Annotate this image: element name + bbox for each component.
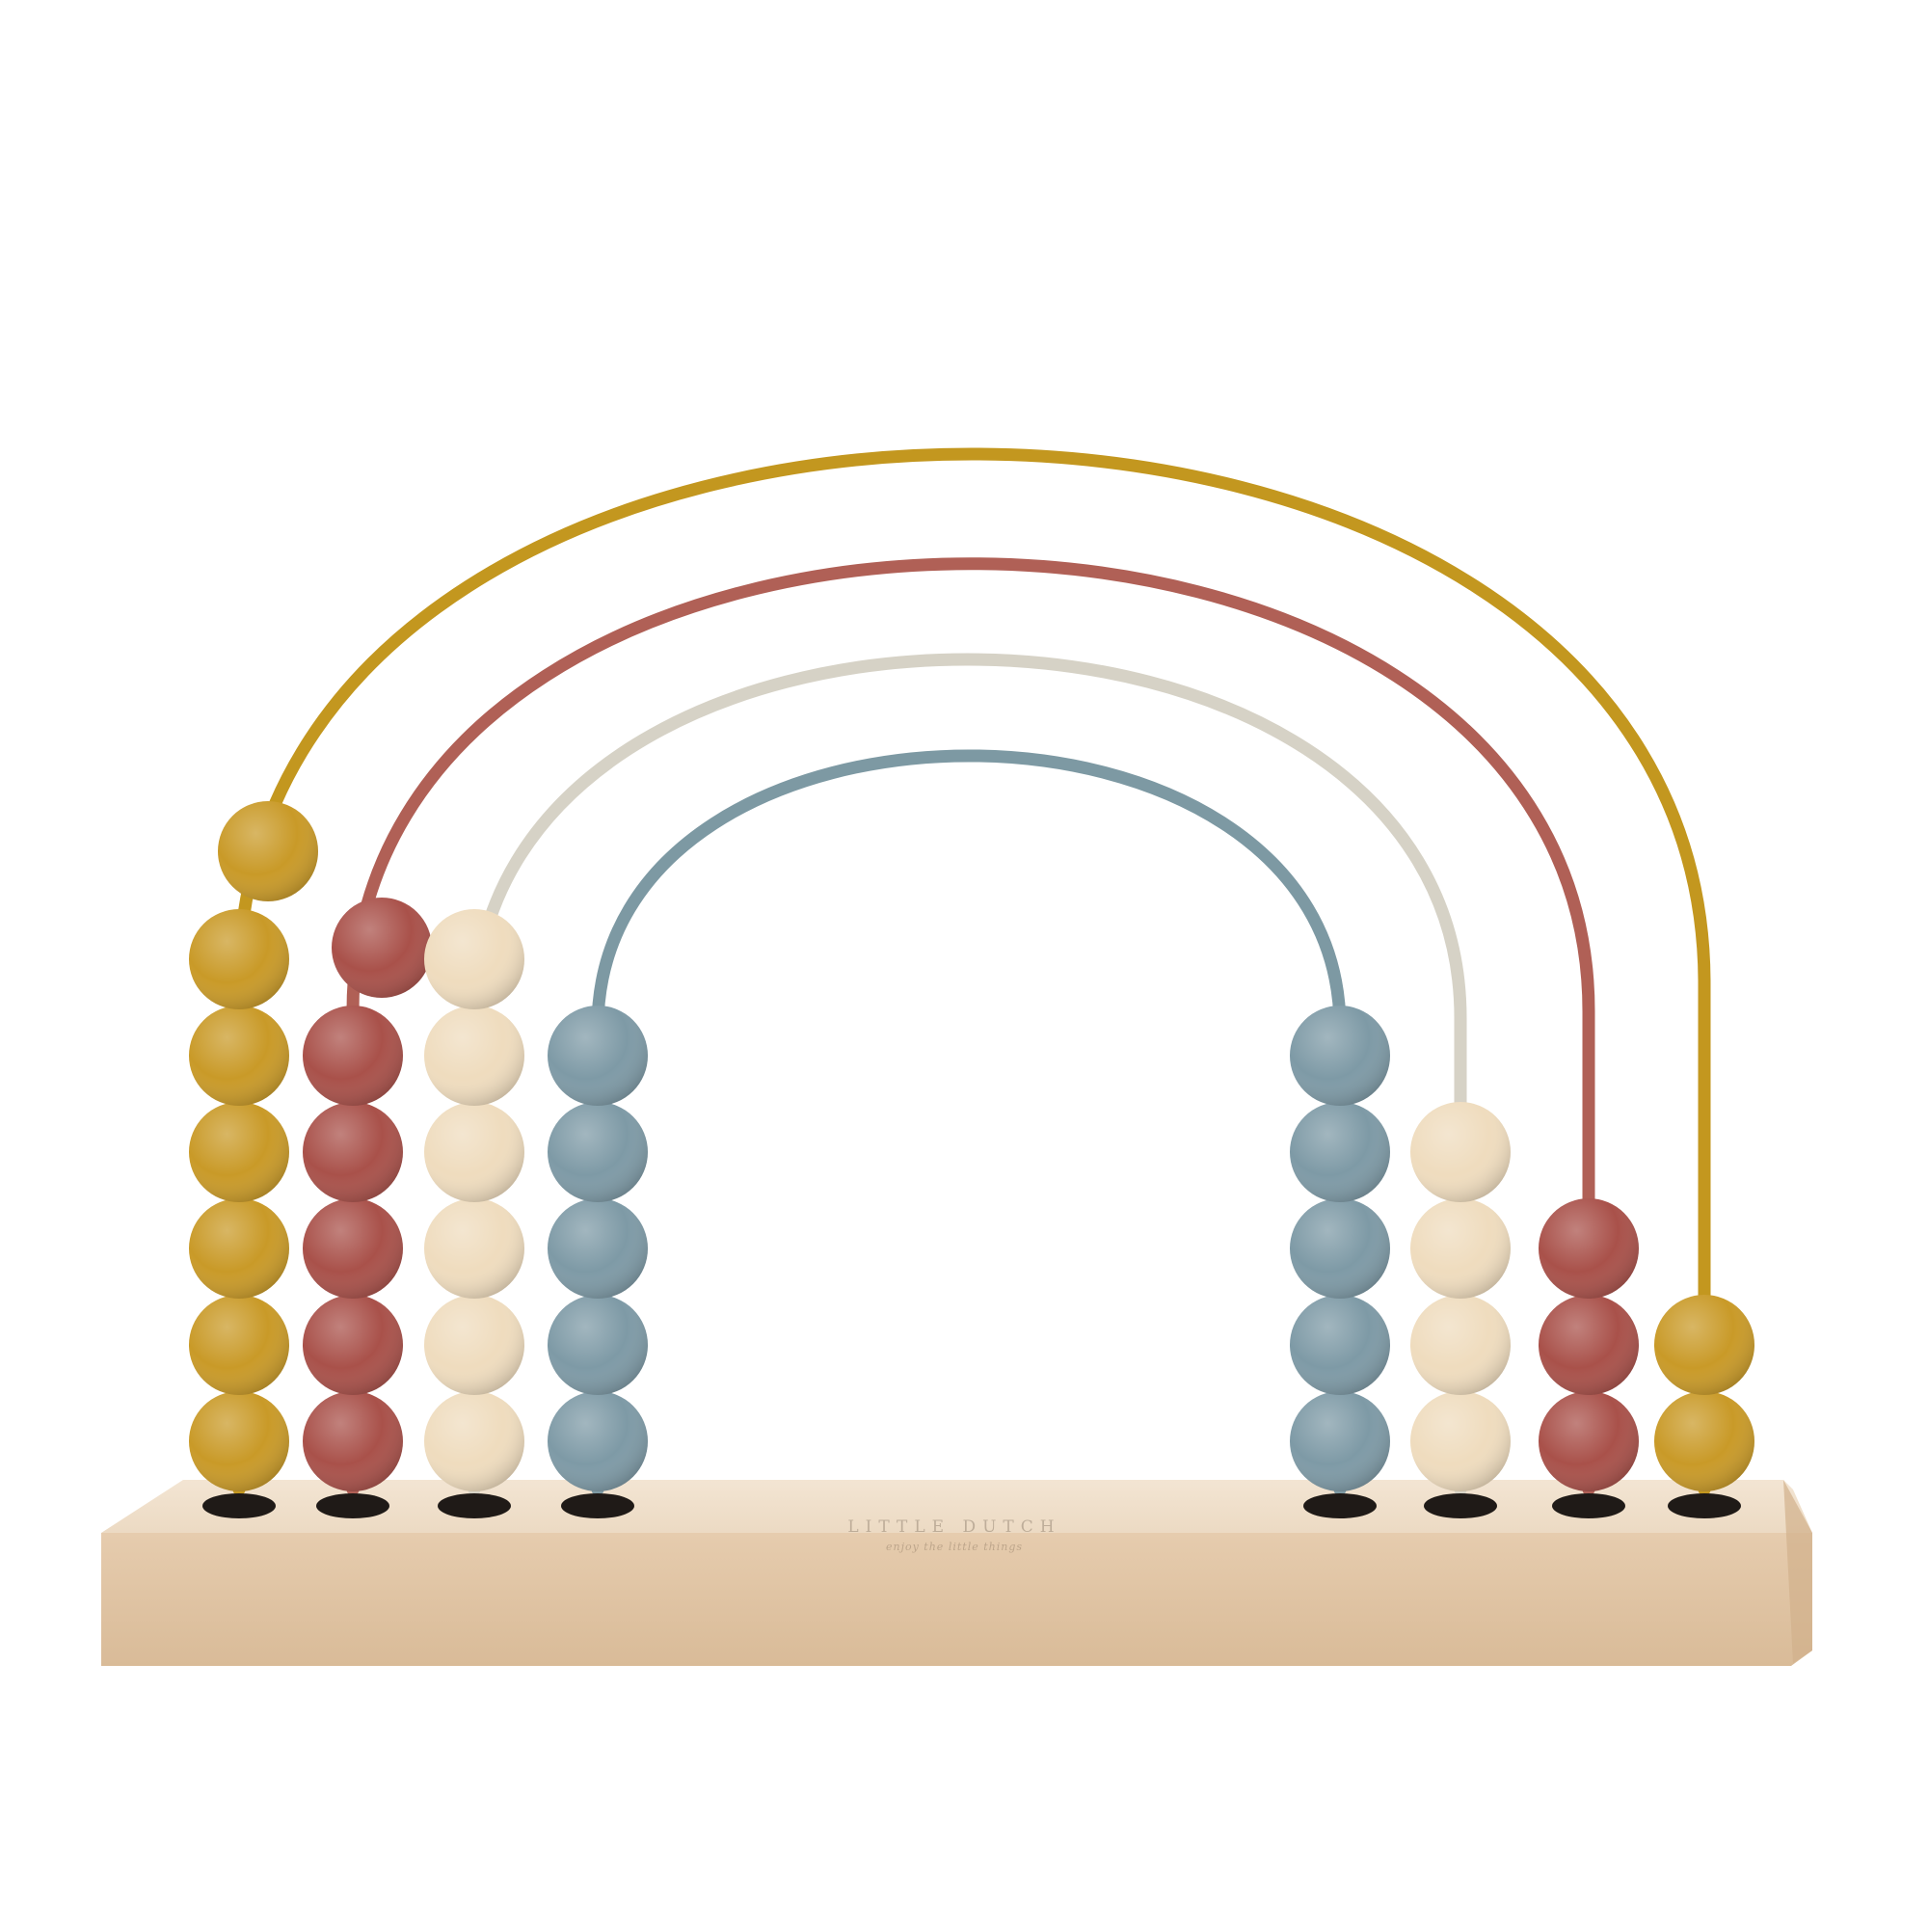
bead-rust[interactable]: [303, 1295, 403, 1395]
rod-mustard: [232, 447, 1711, 1496]
bead-rust[interactable]: [332, 898, 432, 998]
bead-natural[interactable]: [424, 1006, 524, 1106]
bead-natural[interactable]: [1410, 1295, 1511, 1395]
bead-blue[interactable]: [548, 1295, 648, 1395]
bead-blue[interactable]: [1290, 1295, 1390, 1395]
bead-mustard[interactable]: [189, 1198, 289, 1299]
bead-blue[interactable]: [548, 1102, 648, 1202]
wooden-base: [101, 1480, 1812, 1666]
base-front-face: [101, 1533, 1812, 1666]
bead-blue[interactable]: [1290, 1102, 1390, 1202]
bead-blue[interactable]: [1290, 1198, 1390, 1299]
bead-rust[interactable]: [303, 1102, 403, 1202]
bead-mustard[interactable]: [189, 1006, 289, 1106]
bead-natural[interactable]: [424, 1295, 524, 1395]
bead-mustard[interactable]: [189, 1391, 289, 1491]
bead-natural[interactable]: [1410, 1391, 1511, 1491]
bead-mustard[interactable]: [218, 801, 318, 901]
bead-rust[interactable]: [1539, 1295, 1639, 1395]
base-right-face: [1783, 1480, 1812, 1663]
peg-natural-left: [438, 1493, 511, 1518]
bead-mustard[interactable]: [1654, 1295, 1754, 1395]
rod-blue: [591, 749, 1347, 1496]
bead-natural[interactable]: [424, 909, 524, 1009]
base-top-surface: [101, 1480, 1812, 1533]
bead-natural[interactable]: [1410, 1198, 1511, 1299]
bead-natural[interactable]: [1410, 1102, 1511, 1202]
bead-rust[interactable]: [303, 1006, 403, 1106]
peg-mustard-left: [202, 1493, 276, 1518]
bead-blue[interactable]: [1290, 1391, 1390, 1491]
bead-mustard[interactable]: [189, 909, 289, 1009]
rod-rust: [346, 557, 1595, 1496]
bead-mustard[interactable]: [189, 1102, 289, 1202]
peg-mustard-right: [1668, 1493, 1741, 1518]
bead-natural[interactable]: [424, 1102, 524, 1202]
bead-rust[interactable]: [1539, 1391, 1639, 1491]
peg-natural-right: [1424, 1493, 1497, 1518]
bead-mustard[interactable]: [1654, 1391, 1754, 1491]
bead-natural[interactable]: [424, 1391, 524, 1491]
peg-blue-right: [1303, 1493, 1377, 1518]
bead-blue[interactable]: [548, 1006, 648, 1106]
rod-natural: [468, 653, 1467, 1496]
bead-blue[interactable]: [548, 1391, 648, 1491]
peg-blue-left: [561, 1493, 634, 1518]
bead-mustard[interactable]: [189, 1295, 289, 1395]
peg-rust-left: [316, 1493, 389, 1518]
bead-natural[interactable]: [424, 1198, 524, 1299]
bead-rust[interactable]: [1539, 1198, 1639, 1299]
peg-rust-right: [1552, 1493, 1625, 1518]
bead-rust[interactable]: [303, 1198, 403, 1299]
bead-blue[interactable]: [548, 1198, 648, 1299]
bead-rust[interactable]: [303, 1391, 403, 1491]
bead-blue[interactable]: [1290, 1006, 1390, 1106]
